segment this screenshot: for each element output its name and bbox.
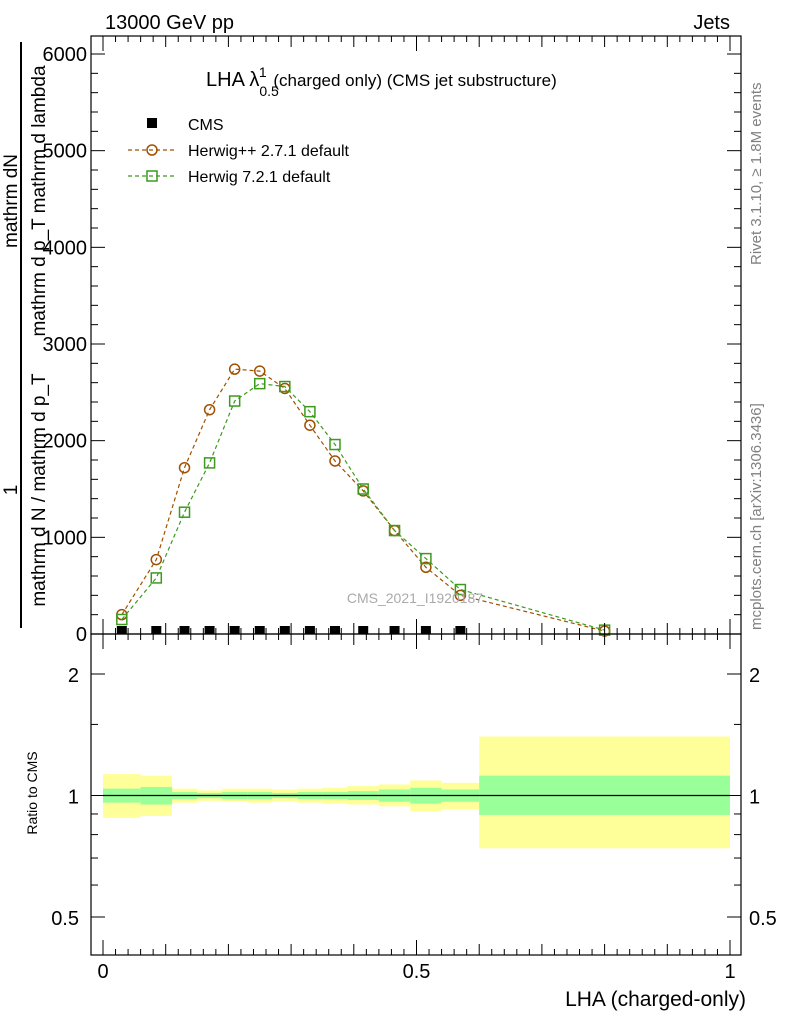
xlabel: LHA (charged-only) [565, 988, 746, 1011]
watermark: CMS_2021_I1920187 [347, 590, 483, 606]
herwig7-point [178, 506, 191, 518]
ratio-y-tick-label: 2 [68, 665, 79, 687]
ratio-y-tick-label: 1 [68, 787, 79, 809]
x-tick-label: 0 [97, 961, 108, 983]
legend-label-herwig7: Herwig 7.2.1 default [188, 169, 331, 186]
y-tick-label: 0 [76, 624, 87, 646]
header-left: 13000 GeV pp [105, 12, 234, 34]
legend: CMS Herwig++ 2.7.1 default Herwig 7.2.1 … [128, 117, 350, 186]
herwigpp-point [150, 553, 163, 566]
main-plot-panel [116, 363, 611, 637]
cms-point [389, 626, 400, 634]
x-tick-label: 1 [724, 961, 735, 983]
legend-marker-cms [147, 118, 157, 128]
herwigpp-point [254, 365, 266, 377]
herwig7-point [388, 524, 401, 537]
ylabel-one: 1 [1, 485, 22, 496]
herwig7-point [304, 405, 316, 418]
y-tick-label: 5000 [43, 141, 88, 163]
herwigpp-point [228, 363, 241, 375]
ratio-plot-axes: 0.5 0.5 1 1 2 2 0 0.5 1 [51, 633, 777, 983]
ylabel-bottom: mathrm d N / mathrm d p_T [29, 373, 50, 607]
ratio-y-tick-label-right: 0.5 [749, 908, 777, 930]
cms-point [455, 626, 466, 634]
cms-point [254, 626, 265, 634]
cms-point [279, 626, 290, 634]
cms-point [304, 626, 315, 634]
legend-marker-herwig7 [146, 170, 158, 182]
herwig7-point [254, 377, 266, 390]
ratio-y-tick-label-right: 1 [749, 787, 760, 809]
cms-point [179, 626, 190, 634]
plot-title-main: LHA λ [206, 69, 259, 91]
cms-point [420, 626, 431, 634]
mcplots-label: mcplots.cern.ch [arXiv:1306.3436] [748, 403, 765, 630]
main-plot-axes: 0 1000 2000 3000 4000 5000 6000 [43, 35, 742, 646]
main-ylabel: mathrm dN mathrm d p_T mathrm d lambda 1… [1, 42, 50, 628]
herwig7-point [454, 583, 467, 596]
plot-title-sub: 0.5 [259, 83, 279, 99]
ratio-plot-panel [103, 736, 730, 849]
herwigpp-point [454, 589, 467, 602]
header-right: Jets [693, 12, 730, 34]
ratio-ylabel: Ratio to CMS [24, 751, 40, 834]
herwig7-point [357, 483, 369, 495]
legend-label-herwigpp: Herwig++ 2.7.1 default [188, 143, 350, 160]
herwig7-point [279, 380, 291, 393]
y-tick-label: 4000 [43, 237, 88, 259]
cms-point [329, 626, 340, 634]
y-tick-label: 2000 [43, 431, 88, 453]
herwigpp-point [329, 455, 341, 467]
y-tick-label: 6000 [43, 44, 88, 66]
plot-title-rest: (charged only) (CMS jet substructure) [269, 71, 557, 90]
cms-point [229, 626, 240, 634]
plot-title-sup: 1 [259, 64, 267, 80]
ratio-y-tick-label-right: 2 [749, 665, 760, 687]
ylabel-top: mathrm dN [1, 154, 22, 248]
herwig7-point [228, 395, 241, 407]
ratio-y-tick-label: 0.5 [51, 908, 79, 930]
cms-point [358, 626, 369, 634]
herwigpp-point [420, 561, 432, 574]
plot-title: LHA λ0.5 1 (charged only) (CMS jet substr… [206, 64, 557, 99]
herwig7-point [420, 552, 432, 565]
ylabel-top2: mathrm d p_T mathrm d lambda [29, 65, 50, 336]
herwigpp-point [203, 403, 216, 416]
cms-point [151, 626, 162, 634]
herwigpp-point [304, 419, 316, 431]
herwig7-point [150, 572, 163, 584]
rivet-label: Rivet 3.1.10, ≥ 1.8M events [748, 83, 765, 266]
y-tick-label: 3000 [43, 334, 88, 356]
y-tick-label: 1000 [43, 527, 88, 549]
herwigpp-point [178, 461, 191, 474]
herwig7-point [116, 613, 128, 626]
legend-label-cms: CMS [188, 117, 224, 134]
x-tick-label: 0.5 [403, 961, 431, 983]
cms-point [116, 626, 127, 634]
herwig7-point [329, 438, 341, 451]
cms-point [204, 626, 215, 634]
herwig7-point [203, 457, 216, 469]
legend-marker-herwigpp [146, 144, 158, 156]
